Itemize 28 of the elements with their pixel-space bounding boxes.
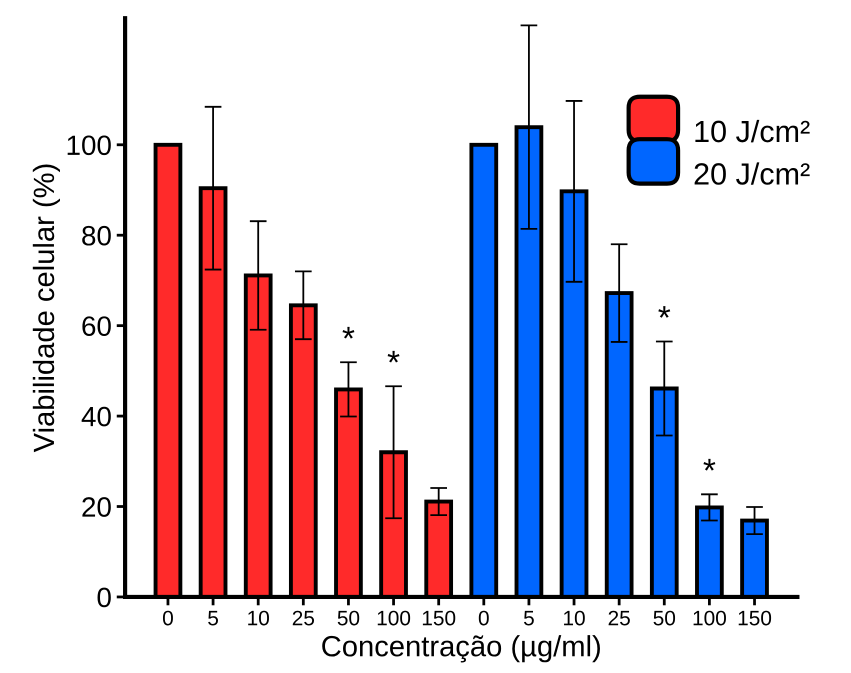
x-tick-label: 25 [608, 610, 630, 626]
x-tick-label: 150 [738, 610, 772, 626]
y-tick-label: 40 [82, 406, 111, 426]
data-label: * [388, 350, 400, 363]
data-label: * [703, 458, 716, 471]
x-tick-label: 50 [654, 610, 676, 626]
x-tick-label: 100 [694, 610, 726, 626]
x-tick-label: 150 [422, 610, 456, 626]
y-tick-label: 20 [82, 497, 111, 517]
y-tick-label: 100 [68, 135, 111, 156]
y-tick-label: 0 [98, 588, 111, 608]
data-label: * [658, 306, 670, 318]
x-axis-title: Concentração (µg/ml) [322, 635, 600, 662]
legend-label: 10 J/cm² [695, 120, 810, 142]
x-tick-label: 25 [292, 610, 314, 626]
x-tick-label: 50 [338, 610, 360, 626]
x-tick-label: 5 [524, 610, 534, 626]
x-tick-label: 0 [478, 610, 489, 626]
y-tick-label: 60 [82, 316, 111, 336]
x-tick-label: 10 [564, 610, 585, 626]
data-label: * [342, 326, 354, 339]
y-axis-title: Viabilidade celular (%) [32, 164, 60, 452]
y-tick-label: 80 [82, 226, 111, 246]
legend-label: 20 J/cm² [694, 162, 810, 185]
x-tick-label: 10 [248, 610, 269, 626]
x-tick-label: 100 [378, 610, 410, 626]
x-tick-label: 0 [162, 610, 173, 626]
x-tick-label: 5 [208, 610, 218, 626]
